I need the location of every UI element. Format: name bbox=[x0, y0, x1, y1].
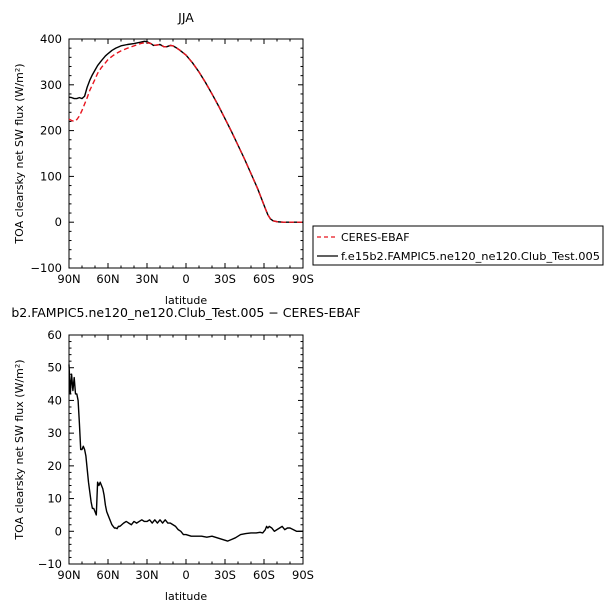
top-xtick-label: 90N bbox=[57, 272, 80, 286]
bottom-ytick-label: −10 bbox=[38, 557, 62, 571]
bottom-ytick-label: 50 bbox=[47, 361, 62, 375]
top-panel: JJA 90N 60N 30N 0 30S 60S 90S −100 0 100 200 300 400… bbox=[13, 10, 314, 307]
top-xtick-label: 0 bbox=[182, 272, 189, 286]
legend-model-label: f.e15b2.FAMPIC5.ne120_ne120.Club_Test.00… bbox=[341, 250, 600, 263]
bottom-xtick-label: 0 bbox=[182, 568, 189, 582]
bottom-panel-xlabel: latitude bbox=[165, 590, 207, 603]
top-ytick-label: 0 bbox=[55, 215, 62, 229]
bottom-xtick-label: 60N bbox=[96, 568, 119, 582]
bottom-xtick-label: 90N bbox=[57, 568, 80, 582]
legend-box bbox=[312, 225, 604, 266]
bottom-panel: b2.FAMPIC5.ne120_ne120.Club_Test.005 − C… bbox=[11, 305, 360, 603]
top-xtick-label: 30N bbox=[135, 272, 158, 286]
bottom-ytick-label: 20 bbox=[47, 459, 62, 473]
top-ytick-label: 100 bbox=[40, 169, 62, 183]
bottom-series-line-0 bbox=[68, 364, 303, 542]
bottom-xtick-label: 30N bbox=[135, 568, 158, 582]
bottom-xtick-label: 30S bbox=[214, 568, 236, 582]
bottom-xtick-label: 90S bbox=[292, 568, 314, 582]
legend-ceres-label: CERES-EBAF bbox=[341, 231, 410, 244]
top-xtick-label: 60S bbox=[253, 272, 275, 286]
top-ytick-label: −100 bbox=[30, 261, 62, 275]
top-series-group bbox=[68, 40, 303, 223]
top-xtick-label: 30S bbox=[214, 272, 236, 286]
top-ytick-label: 300 bbox=[40, 78, 62, 92]
top-panel-title: JJA bbox=[177, 10, 194, 25]
bottom-xtick-label: 60S bbox=[253, 568, 275, 582]
top-series-line-1 bbox=[68, 40, 303, 223]
bottom-axis-ticks: 90N 60N 30N 0 30S 60S 90S −10 0 10 20 30 40 50 60 bbox=[38, 328, 314, 582]
bottom-panel-title: b2.FAMPIC5.ne120_ne120.Club_Test.005 − C… bbox=[11, 305, 360, 320]
bottom-ytick-label: 60 bbox=[47, 328, 62, 342]
top-panel-ylabel: TOA clearsky net SW flux (W/m²) bbox=[13, 63, 26, 244]
bottom-panel-frame bbox=[68, 334, 304, 565]
top-axis-ticks: 90N 60N 30N 0 30S 60S 90S −100 0 100 200 300 400 bbox=[30, 32, 314, 286]
bottom-ytick-label: 40 bbox=[47, 393, 62, 407]
bottom-series-group bbox=[68, 364, 303, 542]
top-ytick-label: 400 bbox=[40, 32, 62, 46]
top-xtick-label: 60N bbox=[96, 272, 119, 286]
bottom-ytick-label: 0 bbox=[55, 524, 62, 538]
top-xtick-label: 90S bbox=[292, 272, 314, 286]
legend: CERES-EBAF f.e15b2.FAMPIC5.ne120_ne120.C… bbox=[312, 225, 604, 266]
bottom-panel-ylabel: TOA clearsky net SW flux (W/m²) bbox=[13, 359, 26, 540]
top-series-line-0 bbox=[68, 41, 303, 223]
bottom-ytick-label: 10 bbox=[47, 492, 62, 506]
top-panel-xlabel: latitude bbox=[165, 294, 207, 307]
top-ytick-label: 200 bbox=[40, 124, 62, 138]
bottom-ytick-label: 30 bbox=[47, 426, 62, 440]
top-panel-frame bbox=[68, 38, 304, 269]
